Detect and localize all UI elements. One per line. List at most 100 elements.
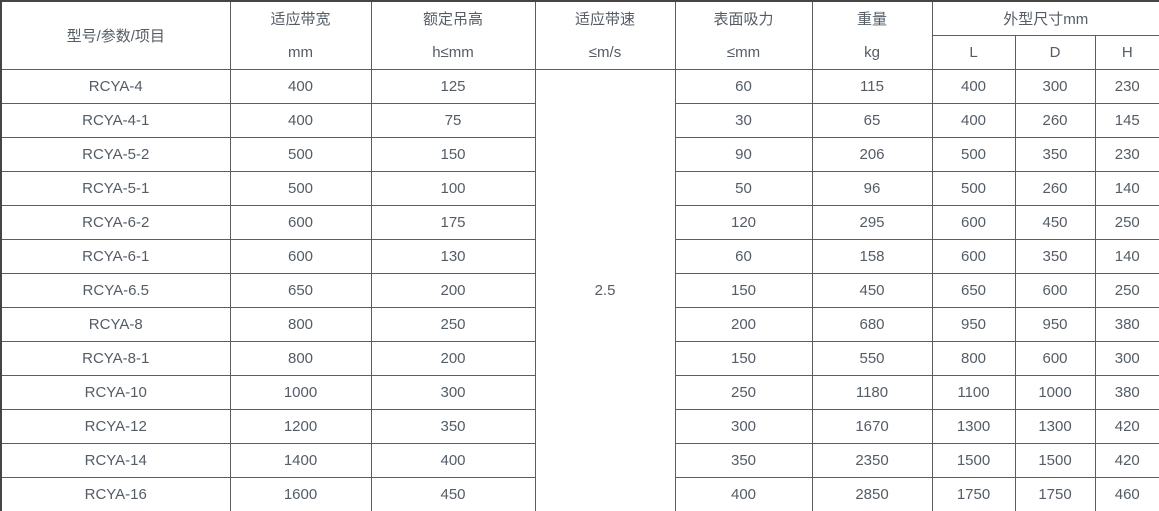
suction-cell: 200 [674,307,813,342]
dim-d-cell: 260 [1014,171,1096,206]
bandwidth-cell: 600 [229,205,372,240]
dim-h-cell: 420 [1094,443,1159,478]
dim-h-cell: 380 [1094,375,1159,410]
dim-h-cell: 250 [1094,273,1159,308]
dim-l-cell: 950 [931,307,1016,342]
suction-cell: 150 [674,341,813,376]
bandwidth-cell: 1400 [229,443,372,478]
dim-l-cell: 500 [931,137,1016,172]
bandwidth-cell: 800 [229,307,372,342]
table-row: RCYA-5-2 500 150 90 206 500 350 230 [0,137,1159,172]
table-row: RCYA-10 1000 300 250 1180 1100 1000 380 [0,375,1159,410]
bandwidth-cell: 400 [229,69,372,104]
model-cell: RCYA-6-2 [0,205,231,240]
lift-height-cell: 200 [370,273,536,308]
dim-d-cell: 1750 [1014,477,1096,511]
model-cell: RCYA-5-2 [0,137,231,172]
dim-l-cell: 600 [931,205,1016,240]
col-header-dim-d: D [1014,35,1096,70]
lift-height-cell: 100 [370,171,536,206]
suction-cell: 350 [674,443,813,478]
col-header-weight-label: 重量 [856,10,887,28]
dim-h-cell: 145 [1094,103,1159,138]
lift-height-cell: 125 [370,69,536,104]
suction-cell: 300 [674,409,813,444]
table-row: RCYA-6-1 600 130 60 158 600 350 140 [0,239,1159,274]
dim-d-cell: 950 [1014,307,1096,342]
dim-h-cell: 230 [1094,69,1159,104]
col-header-model-label: 型号/参数/项目 [66,28,165,45]
model-cell: RCYA-4 [0,69,231,104]
suction-cell: 50 [674,171,813,206]
model-cell: RCYA-10 [0,375,231,410]
suction-cell: 30 [674,103,813,138]
dim-d-cell: 600 [1014,273,1096,308]
col-header-bandwidth-label: 适应带宽 [270,10,331,28]
weight-cell: 295 [811,205,933,240]
weight-cell: 206 [811,137,933,172]
dim-l-cell: 400 [931,69,1016,104]
dim-l-cell: 1500 [931,443,1016,478]
col-header-bandwidth: 适应带宽 mm [229,0,372,70]
dim-l-cell: 1100 [931,375,1016,410]
dim-h-cell: 140 [1094,239,1159,274]
col-header-dim-h: H [1094,35,1159,70]
col-header-belt-speed: 适应带速 ≤m/s [534,0,676,70]
table-row: RCYA-14 1400 400 350 2350 1500 1500 420 [0,443,1159,478]
suction-cell: 60 [674,69,813,104]
lift-height-cell: 75 [370,103,536,138]
col-header-dim-l: L [931,35,1016,70]
model-cell: RCYA-14 [0,443,231,478]
dim-d-cell: 1000 [1014,375,1096,410]
bandwidth-cell: 1600 [229,477,372,511]
dim-d-cell: 350 [1014,137,1096,172]
model-cell: RCYA-5-1 [0,171,231,206]
dim-d-cell: 260 [1014,103,1096,138]
bandwidth-cell: 600 [229,239,372,274]
weight-cell: 2850 [811,477,933,511]
dim-h-cell: 140 [1094,171,1159,206]
header-row-1: 型号/参数/项目 适应带宽 mm 额定吊高 h≤mm 适应带速 ≤m/s 表面吸… [0,0,1159,70]
bandwidth-cell: 500 [229,137,372,172]
col-header-lift-height-label: 额定吊高 [422,10,483,28]
lift-height-cell: 450 [370,477,536,511]
table-row: RCYA-6-2 600 175 120 295 600 450 250 [0,205,1159,240]
weight-cell: 96 [811,171,933,206]
suction-cell: 400 [674,477,813,511]
lift-height-cell: 175 [370,205,536,240]
dim-h-cell: 420 [1094,409,1159,444]
lift-height-cell: 200 [370,341,536,376]
col-header-dimensions: 外型尺寸mm [931,0,1159,36]
bandwidth-cell: 650 [229,273,372,308]
dim-l-cell: 1300 [931,409,1016,444]
table-row: RCYA-6.5 650 200 150 450 650 600 250 [0,273,1159,308]
weight-cell: 158 [811,239,933,274]
lift-height-cell: 250 [370,307,536,342]
weight-cell: 1180 [811,375,933,410]
table-header: 型号/参数/项目 适应带宽 mm 额定吊高 h≤mm 适应带速 ≤m/s 表面吸… [0,0,1159,70]
dim-h-cell: 300 [1094,341,1159,376]
col-header-model: 型号/参数/项目 [0,0,231,70]
col-header-suction-unit: ≤mm [726,43,761,61]
lift-height-cell: 300 [370,375,536,410]
dim-l-cell: 600 [931,239,1016,274]
weight-cell: 550 [811,341,933,376]
lift-height-cell: 130 [370,239,536,274]
col-header-belt-speed-unit: ≤m/s [588,43,622,61]
col-header-belt-speed-label: 适应带速 [574,10,635,28]
bandwidth-cell: 800 [229,341,372,376]
model-cell: RCYA-16 [0,477,231,511]
bandwidth-cell: 1000 [229,375,372,410]
weight-cell: 1670 [811,409,933,444]
table-row: RCYA-4 400 125 2.5 60 115 400 300 230 [0,69,1159,511]
table-row: RCYA-16 1600 450 400 2850 1750 1750 460 [0,477,1159,511]
belt-speed-cell: 2.5 [534,69,676,511]
suction-cell: 90 [674,137,813,172]
suction-cell: 150 [674,273,813,308]
dim-d-cell: 600 [1014,341,1096,376]
weight-cell: 2350 [811,443,933,478]
dim-l-cell: 500 [931,171,1016,206]
dim-l-cell: 1750 [931,477,1016,511]
dim-h-cell: 230 [1094,137,1159,172]
